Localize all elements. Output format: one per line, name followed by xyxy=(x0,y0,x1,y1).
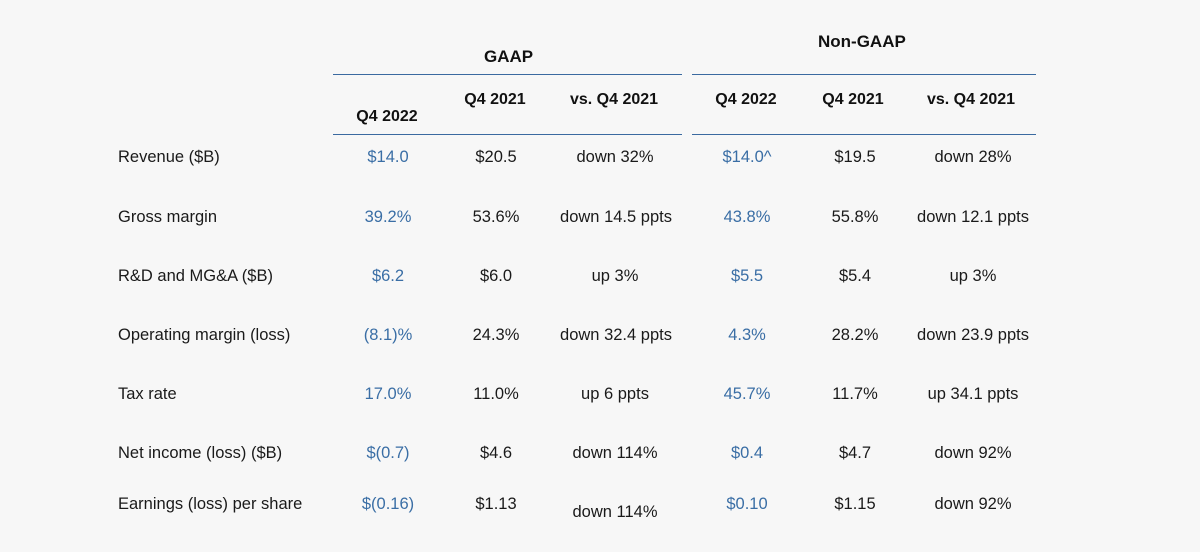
cell-gross-margin-nongaap-q4-2022: 43.8% xyxy=(723,208,771,226)
row-label-net-income: Net income (loss) ($B) xyxy=(118,444,283,462)
cell-tax-rate-nongaap-q4-2021: 11.7% xyxy=(832,385,878,403)
gaap-group-title: GAAP xyxy=(484,47,534,66)
col-header-nongaap-vs-q4-2021: vs. Q4 2021 xyxy=(926,91,1016,108)
col-header-nongaap-q4-2022: Q4 2022 xyxy=(715,91,777,108)
cell-revenue-nongaap-q4-2021: $19.5 xyxy=(834,148,876,166)
cell-operating-margin-nongaap-change: down 23.9 ppts xyxy=(917,326,1029,344)
col-header-nongaap-q4-2021: Q4 2021 xyxy=(822,91,884,108)
row-label-eps: Earnings (loss) per share xyxy=(118,495,303,513)
row-label-gross-margin: Gross margin xyxy=(118,208,218,226)
cell-gross-margin-nongaap-change: down 12.1 ppts xyxy=(917,208,1029,226)
cell-revenue-gaap-q4-2022: $14.0 xyxy=(367,148,409,166)
row-label-operating-margin: Operating margin (loss) xyxy=(118,326,291,344)
cell-operating-margin-nongaap-q4-2022: 4.3% xyxy=(728,326,766,344)
cell-net-income-nongaap-change: down 92% xyxy=(934,444,1012,462)
cell-rd-mga-gaap-change: up 3% xyxy=(591,267,639,285)
cell-gross-margin-nongaap-q4-2021: 55.8% xyxy=(831,208,879,226)
non-gaap-group-title: Non-GAAP xyxy=(818,32,906,51)
cell-operating-margin-nongaap-q4-2021: 28.2% xyxy=(831,326,879,344)
cell-tax-rate-gaap-change: up 6 ppts xyxy=(581,385,649,403)
cell-tax-rate-gaap-q4-2022: 17.0% xyxy=(364,385,412,403)
cell-tax-rate-nongaap-change: up 34.1 ppts xyxy=(927,385,1019,403)
cell-net-income-nongaap-q4-2021: $4.7 xyxy=(838,444,872,462)
col-header-gaap-q4-2022: Q4 2022 xyxy=(356,108,418,125)
cell-revenue-gaap-change: down 32% xyxy=(576,148,654,166)
gaap-top-rule xyxy=(333,74,682,75)
row-label-rd-mga: R&D and MG&A ($B) xyxy=(118,267,273,285)
cell-eps-nongaap-change: down 92% xyxy=(934,495,1012,513)
cell-rd-mga-gaap-q4-2021: $6.0 xyxy=(479,267,513,285)
col-header-gaap-vs-q4-2021: vs. Q4 2021 xyxy=(569,91,659,108)
cell-eps-gaap-q4-2021: $1.13 xyxy=(475,495,517,513)
cell-operating-margin-gaap-change: down 32.4 ppts xyxy=(560,326,672,344)
cell-revenue-nongaap-q4-2022: $14.0^ xyxy=(722,148,772,166)
cell-gross-margin-gaap-change: down 14.5 ppts xyxy=(560,208,672,226)
cell-net-income-gaap-change: down 114% xyxy=(572,444,658,462)
cell-eps-nongaap-q4-2022: $0.10 xyxy=(726,495,768,513)
row-label-revenue: Revenue ($B) xyxy=(118,148,220,166)
gaap-header-rule xyxy=(333,134,682,135)
cell-gross-margin-gaap-q4-2021: 53.6% xyxy=(472,208,520,226)
cell-rd-mga-nongaap-q4-2021: $5.4 xyxy=(838,267,872,285)
cell-net-income-gaap-q4-2022: $(0.7) xyxy=(366,444,410,462)
cell-eps-gaap-change: down 114% xyxy=(572,503,658,521)
cell-eps-nongaap-q4-2021: $1.15 xyxy=(834,495,876,513)
cell-eps-gaap-q4-2022: $(0.16) xyxy=(361,495,415,513)
non-gaap-top-rule xyxy=(692,74,1036,75)
cell-net-income-gaap-q4-2021: $4.6 xyxy=(479,444,513,462)
cell-operating-margin-gaap-q4-2022: (8.1)% xyxy=(363,326,413,344)
cell-net-income-nongaap-q4-2022: $0.4 xyxy=(730,444,764,462)
cell-revenue-gaap-q4-2021: $20.5 xyxy=(475,148,517,166)
col-header-gaap-q4-2021: Q4 2021 xyxy=(464,91,526,108)
cell-gross-margin-gaap-q4-2022: 39.2% xyxy=(364,208,412,226)
cell-rd-mga-nongaap-q4-2022: $5.5 xyxy=(730,267,764,285)
row-label-tax-rate: Tax rate xyxy=(118,385,177,403)
cell-rd-mga-nongaap-change: up 3% xyxy=(949,267,997,285)
cell-tax-rate-gaap-q4-2021: 11.0% xyxy=(473,385,519,403)
cell-rd-mga-gaap-q4-2022: $6.2 xyxy=(371,267,405,285)
cell-operating-margin-gaap-q4-2021: 24.3% xyxy=(472,326,520,344)
cell-tax-rate-nongaap-q4-2022: 45.7% xyxy=(723,385,771,403)
cell-revenue-nongaap-change: down 28% xyxy=(934,148,1012,166)
non-gaap-header-rule xyxy=(692,134,1036,135)
